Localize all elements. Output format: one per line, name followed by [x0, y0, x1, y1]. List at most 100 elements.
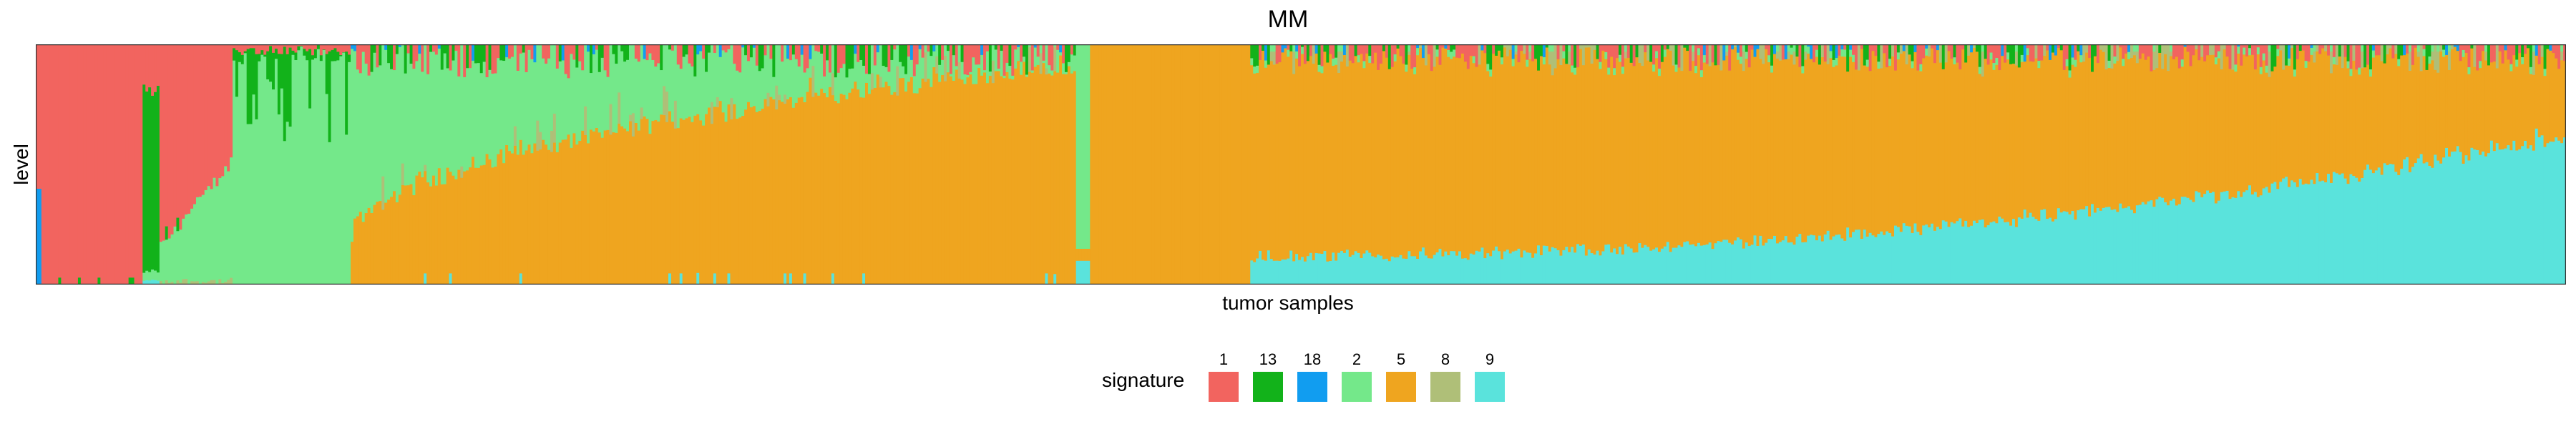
bar-segment-sig18: [2534, 44, 2539, 56]
bar-segment-sig2: [1075, 44, 1080, 249]
bar-segment-sig1: [52, 44, 57, 285]
bar-segment-sig5: [1196, 44, 1201, 285]
bar-segment-sig5: [1753, 56, 1757, 236]
bar-segment-sig2: [1450, 51, 1453, 59]
bar-segment-sig13: [1818, 44, 1822, 65]
bar-segment-sig2: [1787, 44, 1791, 52]
bar-segment-sig1: [193, 44, 197, 204]
bar-segment-sig5: [741, 115, 745, 285]
bar-segment-sig2: [1036, 56, 1040, 65]
bar-segment-sig9: [2529, 144, 2533, 285]
bar-segment-sig5: [2479, 67, 2482, 155]
bar-segment-sig5: [567, 134, 571, 285]
bar-segment-sig13: [77, 277, 82, 285]
bar-segment-sig2: [1514, 44, 1518, 52]
bar-segment-sig5: [909, 77, 914, 285]
bar-segment-sig2: [294, 59, 298, 285]
bar-segment-sig9: [1964, 220, 1968, 285]
bar-segment-sig5: [977, 67, 981, 285]
bar-segment-sig2: [1048, 64, 1051, 74]
bar-segment-sig2: [1056, 49, 1060, 73]
bar-segment-sig2: [857, 61, 860, 90]
bar-segment-sig1: [542, 44, 545, 59]
bar-segment-sig2: [1081, 44, 1085, 249]
bar-segment-sig2: [648, 53, 653, 134]
bar-segment-sig5: [2546, 49, 2550, 144]
bar-segment-sig9: [1295, 253, 1299, 285]
bar-segment-sig1: [117, 44, 121, 285]
bar-segment-sig9: [1272, 260, 1277, 285]
bar-segment-sig9: [1843, 240, 1847, 285]
bar-segment-sig2: [1067, 61, 1071, 66]
bar-segment-sig1: [2057, 44, 2061, 49]
plot-area: [36, 44, 2566, 285]
bar-segment-sig5: [1135, 44, 1138, 285]
bar-segment-sig13: [286, 54, 290, 122]
bar-segment-sig1: [2175, 44, 2179, 57]
bar-segment-sig2: [752, 47, 756, 107]
bar-segment-sig5: [2529, 74, 2533, 146]
bar-segment-sig9: [2147, 201, 2151, 285]
bar-segment-sig9: [2116, 212, 2119, 285]
bar-segment-sig5: [2183, 46, 2187, 197]
bar-segment-sig8: [1587, 44, 1591, 48]
bar-segment-sig2: [2265, 65, 2269, 73]
bar-segment-sig18: [533, 44, 537, 63]
bar-segment-sig5: [2034, 58, 2038, 220]
bar-segment-sig1: [1011, 44, 1015, 76]
bar-segment-sig9: [2077, 209, 2080, 285]
bar-segment-sig5: [2077, 51, 2080, 211]
bar-segment-sig2: [1030, 70, 1035, 73]
bar-segment-sig1: [1410, 44, 1414, 69]
bar-segment-sig13: [2158, 44, 2162, 53]
bar-segment-sig13: [272, 52, 275, 90]
bar-segment-sig9: [1708, 242, 1712, 285]
bar-segment-sig2: [2532, 44, 2536, 52]
bar-segment-sig13: [2546, 44, 2550, 49]
bar-segment-sig5: [1466, 69, 1470, 260]
bar-segment-sig9: [1292, 260, 1296, 285]
bar-segment-sig9: [2012, 218, 2016, 285]
bar-segment-sig5: [1424, 65, 1428, 256]
bar-segment-sig8: [2380, 44, 2384, 61]
bar-segment-sig8: [513, 126, 517, 146]
bar-segment-sig1: [2189, 44, 2193, 66]
bar-segment-sig1: [218, 44, 222, 179]
bar-segment-sig2: [2397, 59, 2401, 66]
bar-segment-sig5: [1618, 61, 1622, 247]
bar-segment-sig13: [693, 44, 697, 77]
bar-segment-sig13: [1000, 44, 1004, 51]
bar-segment-sig1: [1056, 44, 1060, 50]
bar-segment-sig1: [1621, 44, 1625, 67]
bar-segment-sig5: [1773, 54, 1777, 236]
bar-segment-sig5: [2223, 49, 2227, 192]
bar-segment-sig5: [1435, 56, 1440, 253]
bar-segment-sig8: [673, 100, 678, 129]
bar-segment-sig2: [415, 60, 419, 176]
bar-segment-sig2: [221, 176, 225, 284]
bar-segment-sig5: [502, 162, 506, 285]
bar-segment-sig18: [1033, 44, 1038, 48]
bar-segment-sig9: [1463, 257, 1468, 285]
bar-segment-sig13: [1008, 44, 1012, 66]
bar-segment-sig18: [1970, 44, 1974, 53]
bar-segment-sig1: [1062, 44, 1065, 64]
bar-segment-sig5: [960, 79, 965, 285]
bar-segment-sig8: [165, 280, 169, 285]
bar-segment-sig9: [142, 280, 146, 285]
bar-segment-sig1: [1699, 44, 1704, 71]
bar-segment-sig2: [2259, 66, 2263, 74]
bar-segment-sig9: [1891, 236, 1895, 285]
bar-segment-sig1: [1868, 44, 1873, 72]
bar-segment-sig5: [755, 112, 759, 285]
bar-segment-sig1: [179, 44, 182, 230]
bar-segment-sig8: [2313, 51, 2316, 63]
bar-segment-sig2: [1050, 70, 1054, 76]
bar-segment-sig5: [1683, 47, 1687, 242]
bar-segment-sig8: [2279, 44, 2283, 51]
bar-segment-sig13: [238, 51, 242, 62]
bar-segment-sig18: [1444, 44, 1448, 49]
bar-segment-sig5: [2265, 72, 2269, 187]
bar-segment-sig2: [845, 77, 849, 99]
bar-segment-sig8: [2130, 44, 2134, 59]
